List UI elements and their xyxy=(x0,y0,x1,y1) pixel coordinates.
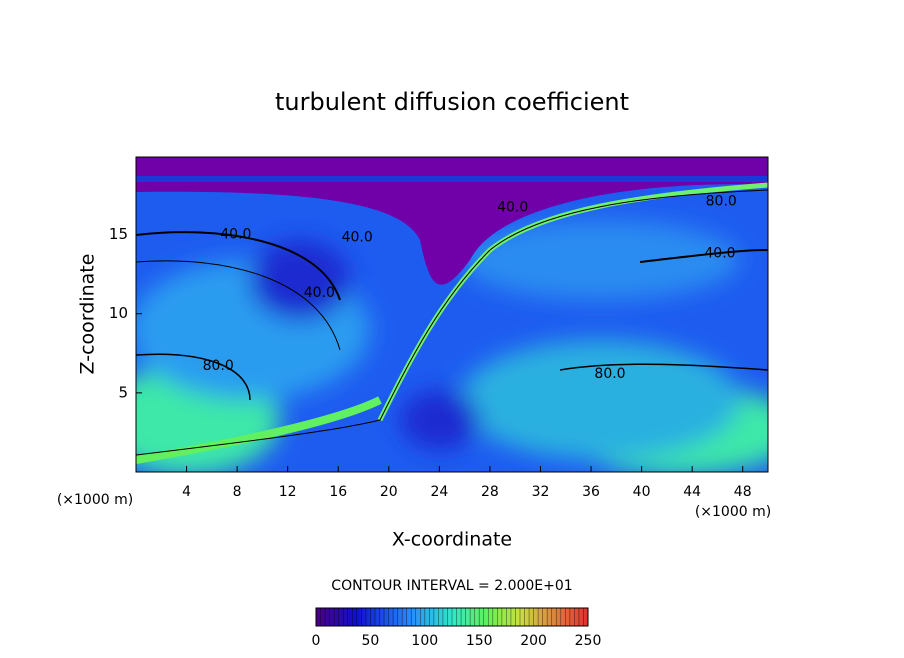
x-tick-label: 20 xyxy=(380,484,398,500)
x-tick-label: 16 xyxy=(329,484,347,500)
y-tick-label: 10 xyxy=(109,304,128,322)
x-tick-label: 32 xyxy=(532,484,550,500)
contour-label: 80.0 xyxy=(594,366,625,382)
x-tick-label: 44 xyxy=(683,484,701,500)
colorbar-tick-label: 250 xyxy=(575,633,602,649)
colorbar-tick-label: 100 xyxy=(411,633,438,649)
x-tick-label: 4 xyxy=(182,484,191,500)
x-tick-label: 40 xyxy=(633,484,651,500)
x-tick-label: 36 xyxy=(582,484,600,500)
contour-label: 80.0 xyxy=(706,193,737,209)
y-tick-label: 15 xyxy=(109,225,128,243)
contour-field xyxy=(136,157,768,472)
contour-label: 40.0 xyxy=(497,200,528,216)
contour-label: 80.0 xyxy=(203,358,234,374)
contour-label: 40.0 xyxy=(342,230,373,246)
y-tick-label: 5 xyxy=(118,383,128,401)
x-tick-label: 24 xyxy=(430,484,448,500)
plot-frame xyxy=(135,156,769,473)
x-tick-label: 28 xyxy=(481,484,499,500)
contour-interval: CONTOUR INTERVAL = 2.000E+01 xyxy=(331,578,572,594)
y-unit: (×1000 m) xyxy=(57,492,133,508)
y-axis-label: Z-coordinate xyxy=(77,254,99,375)
x-tick-label: 12 xyxy=(279,484,297,500)
x-unit: (×1000 m) xyxy=(695,504,771,520)
contour-label: 40.0 xyxy=(220,227,251,243)
colorbar-tick-label: 150 xyxy=(466,633,493,649)
colorbar-tick-label: 0 xyxy=(312,633,321,649)
x-tick-label: 48 xyxy=(734,484,752,500)
x-axis-label: X-coordinate xyxy=(392,529,512,551)
contour-label: 40.0 xyxy=(304,285,335,301)
colorbar-tick-label: 200 xyxy=(520,633,547,649)
contour-label: 40.0 xyxy=(704,246,735,262)
colorbar-tick-label: 50 xyxy=(361,633,379,649)
x-tick-label: 8 xyxy=(233,484,242,500)
chart-title: turbulent diffusion coefficient xyxy=(275,88,629,116)
